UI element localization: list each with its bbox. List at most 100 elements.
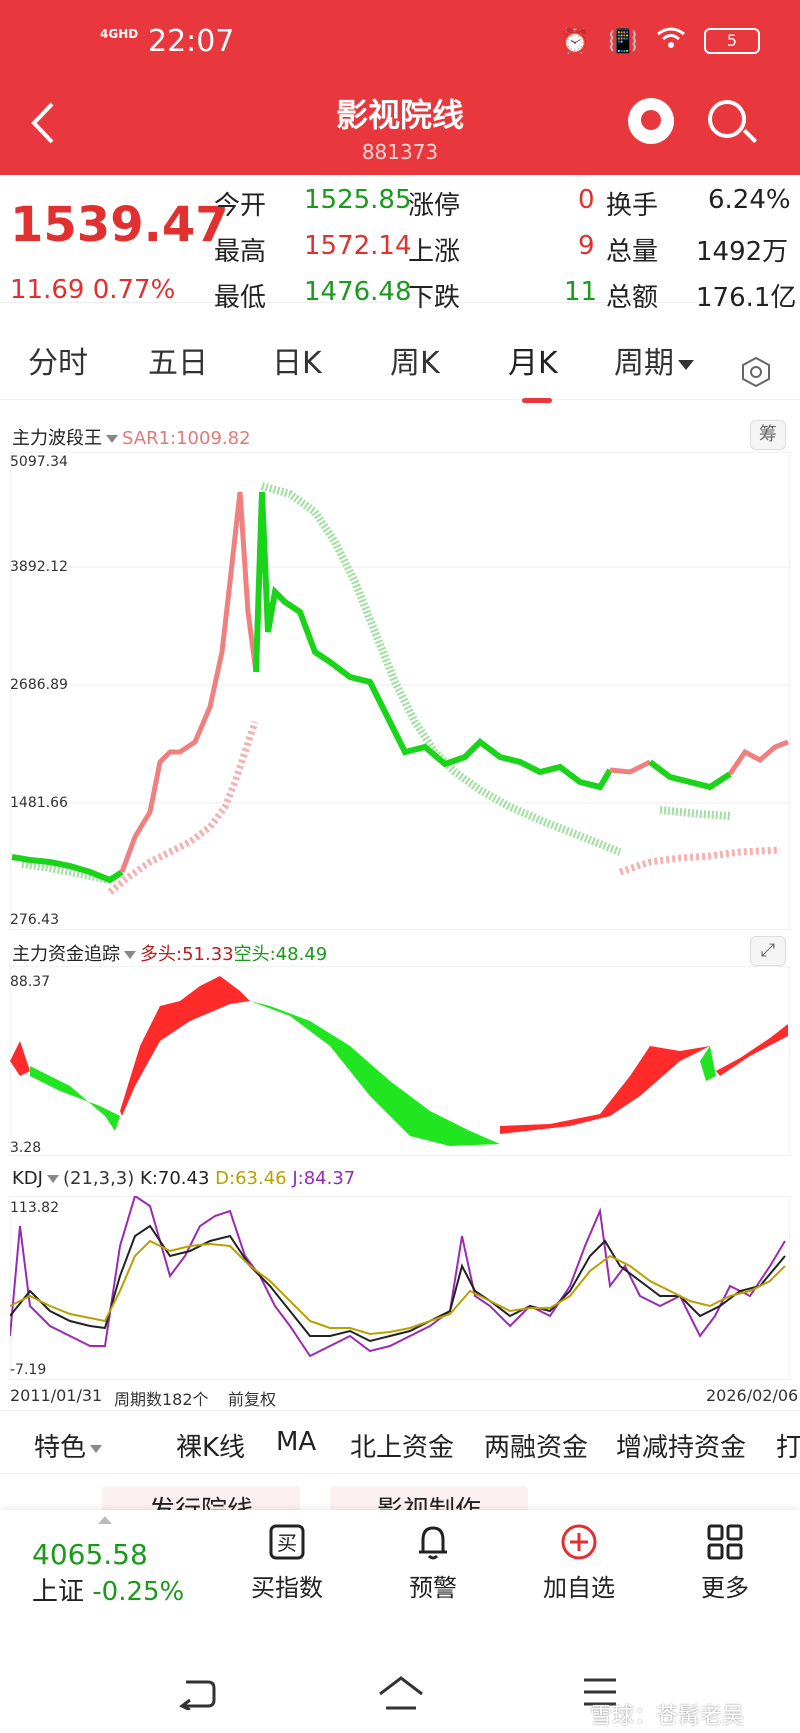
price-line-down: [11, 854, 124, 884]
related-sector-chip[interactable]: 影视制作: [330, 1486, 528, 1514]
price-line-down: [253, 491, 613, 791]
money-flow-chart[interactable]: 88.37 3.28: [10, 966, 790, 1156]
feature-naked-k[interactable]: 裸K线: [176, 1433, 246, 1463]
sar-support-line: [107, 720, 259, 895]
bottom-action-bar: 4065.58 上证 -0.25% 买 买指数 预警 加自选 更多: [0, 1510, 800, 1620]
bell-icon: [419, 1526, 447, 1560]
alert-label: 预警: [409, 1574, 457, 1602]
expand-icon[interactable]: ⤢: [750, 936, 786, 966]
alert-button[interactable]: 预警: [378, 1522, 488, 1603]
feature-northbound[interactable]: 北上资金: [350, 1433, 455, 1463]
caret-down-icon: [124, 951, 136, 959]
network-indicator: 4GHD: [100, 27, 139, 41]
plus-circle-icon: [561, 1524, 597, 1560]
kdj-chart[interactable]: 113.82 -7.19: [10, 1196, 790, 1380]
caret-down-icon: [678, 359, 694, 370]
feature-ma[interactable]: MA: [276, 1427, 317, 1457]
main-indicator-select[interactable]: 主力波段王 SAR1:1009.82: [12, 424, 251, 450]
k-value: K:70.43: [140, 1168, 210, 1189]
money-indicator-select[interactable]: 主力资金追踪 多头:51.33空头:48.49: [12, 940, 327, 966]
tab-daily-k[interactable]: 日K: [272, 346, 322, 381]
search-button[interactable]: [708, 100, 746, 138]
y-label: 3.28: [10, 1140, 41, 1156]
settings-hexagon-icon[interactable]: [740, 356, 772, 388]
main-kline-chart[interactable]: 5097.34 3892.12 2686.89 1481.66 276.43: [10, 452, 790, 930]
index-value: 4065.58: [32, 1538, 148, 1571]
adjust-mode: 前复权: [228, 1390, 277, 1409]
sar-support-line: [618, 846, 781, 876]
feature-margin[interactable]: 两融资金: [484, 1433, 589, 1463]
status-time: 22:07: [148, 24, 235, 59]
d-line: [10, 1239, 786, 1336]
related-sector-chip[interactable]: 发行院线: [102, 1486, 300, 1514]
money-area-green: [700, 1046, 716, 1081]
expand-up-icon[interactable]: [98, 1516, 112, 1524]
sar-value: SAR1:1009.82: [122, 428, 251, 449]
current-price: 1539.47: [10, 197, 229, 253]
vibrate-icon: 📳: [608, 27, 638, 55]
system-navigation-bar: [0, 1620, 800, 1733]
feature-more[interactable]: 打: [776, 1433, 800, 1463]
tab-five-day[interactable]: 五日: [148, 346, 208, 381]
price-change: 11.69 0.77%: [10, 275, 176, 305]
feature-label: 特色: [34, 1433, 87, 1463]
price-line-up: [119, 491, 259, 873]
y-label: -7.19: [10, 1362, 46, 1378]
money-area-red: [120, 976, 250, 1116]
y-label: 5097.34: [10, 454, 68, 470]
stock-code: 881373: [361, 140, 439, 164]
page-title: 影视院线: [335, 96, 464, 134]
back-button[interactable]: [28, 100, 58, 153]
money-area-green: [250, 1001, 500, 1146]
buy-index-button[interactable]: 买 买指数: [232, 1522, 342, 1603]
feature-holding-change[interactable]: 增减持资金: [616, 1433, 747, 1463]
period-tabs: 分时 五日 日K 周K 月K 周期: [0, 320, 800, 403]
recents-nav-icon[interactable]: [580, 1674, 620, 1710]
money-indicator-name: 主力资金追踪: [12, 944, 120, 965]
kdj-indicator-name: KDJ: [12, 1168, 43, 1189]
quote-grid: 今开 1525.85 涨停 0 换手 6.24% 最高 1572.14 上涨 9…: [214, 185, 797, 323]
index-name: 上证: [32, 1577, 85, 1607]
tab-intraday[interactable]: 分时: [28, 346, 88, 381]
chip-distribution-button[interactable]: 筹: [750, 420, 786, 450]
back-nav-icon[interactable]: [178, 1678, 218, 1710]
index-ticker[interactable]: 4065.58 上证 -0.25%: [32, 1538, 184, 1608]
sar-resistance-line: [260, 482, 622, 856]
quote-label: 上涨: [408, 237, 461, 267]
kdj-params: (21,3,3): [62, 1168, 135, 1189]
j-line: [10, 1196, 786, 1358]
grid-icon: [707, 1524, 743, 1560]
quote-label: 换手: [606, 191, 659, 221]
y-label: 113.82: [10, 1200, 59, 1216]
tab-cycle[interactable]: 周期: [614, 338, 694, 382]
quote-label: 涨停: [408, 191, 461, 221]
battery-icon: 5: [704, 28, 760, 54]
add-watchlist-button[interactable]: 加自选: [524, 1522, 634, 1603]
main-indicator-name: 主力波段王: [12, 428, 102, 449]
quote-row: 今开 1525.85 涨停 0 换手 6.24%: [214, 185, 794, 231]
quote-label: 今开: [214, 191, 267, 221]
status-icons: ⏰ 📳 5: [560, 26, 760, 56]
buy-index-label: 买指数: [251, 1574, 323, 1602]
more-button[interactable]: 更多: [670, 1522, 780, 1603]
home-nav-icon[interactable]: [376, 1674, 426, 1714]
tab-weekly-k[interactable]: 周K: [390, 346, 440, 381]
quote-label: 总量: [606, 237, 659, 267]
quote-value: 11: [564, 277, 598, 307]
caret-down-icon: [46, 1175, 59, 1183]
price-line-up: [609, 759, 652, 775]
status-bar: 4GHD 22:07 ⏰ 📳 5: [0, 20, 800, 68]
bear-value: 空头:48.49: [233, 944, 328, 965]
quote-value: 1492万: [696, 237, 789, 267]
quote-value: 176.1亿: [696, 283, 797, 313]
assistant-robot-icon[interactable]: [628, 98, 674, 144]
quote-row: 最高 1572.14 上涨 9 总量 1492万: [214, 231, 794, 277]
tab-monthly-k[interactable]: 月K: [508, 346, 558, 381]
app-header: 4GHD 22:07 ⏰ 📳 5 影视院线 881373: [0, 0, 800, 175]
y-label: 276.43: [10, 912, 59, 928]
kdj-indicator-select[interactable]: KDJ (21,3,3) K:70.43 D:63.46 J:84.37: [12, 1168, 355, 1189]
money-area-red: [716, 1024, 788, 1076]
caret-down-icon: [106, 435, 118, 443]
feature-special-select[interactable]: 特色: [34, 1427, 106, 1464]
quote-panel: 1539.47 11.69 0.77% 今开 1525.85 涨停 0 换手 6…: [0, 175, 800, 313]
